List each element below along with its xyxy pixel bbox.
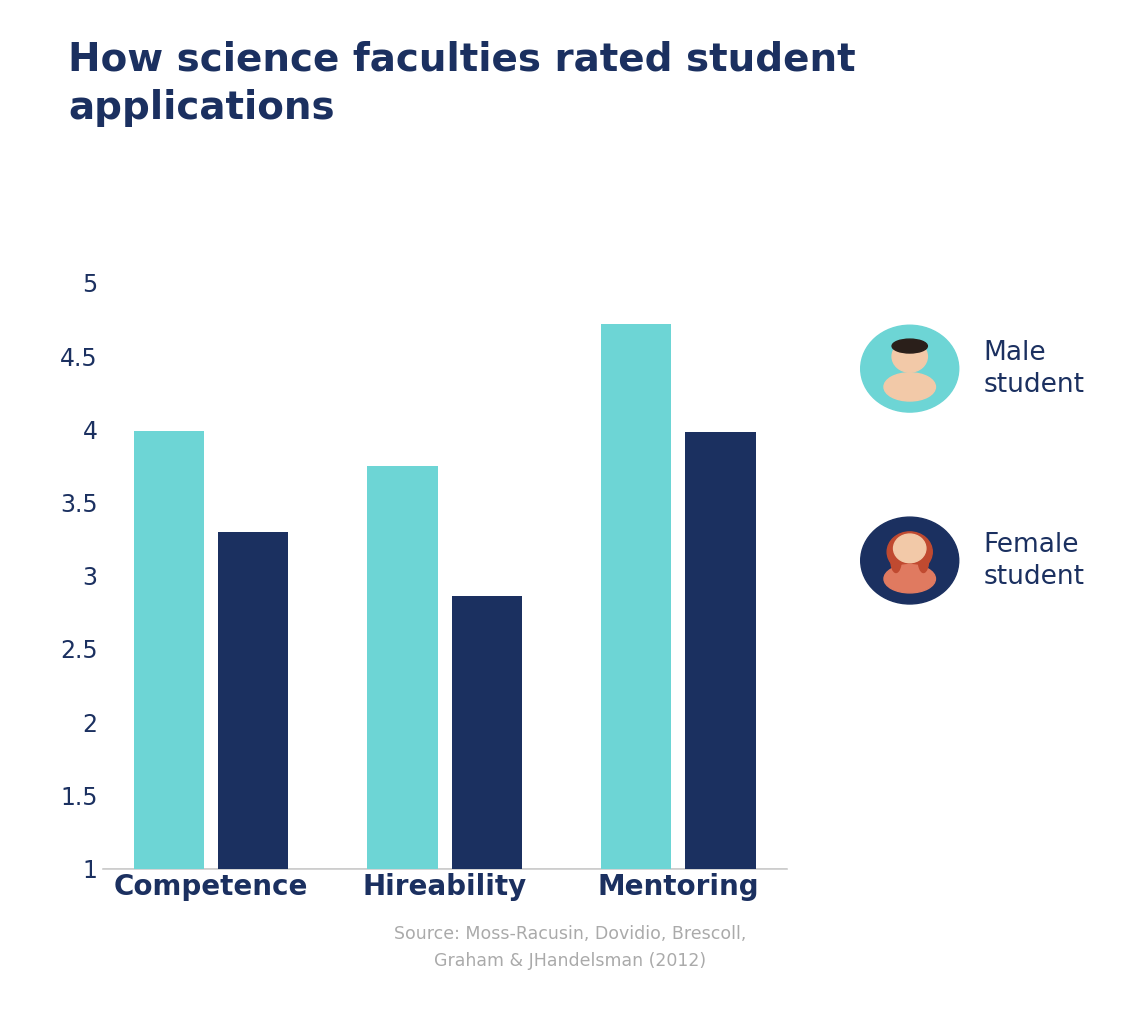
Bar <box>601 324 671 869</box>
Text: Male
student: Male student <box>983 339 1084 398</box>
Text: How science faculties rated student
applications: How science faculties rated student appl… <box>68 40 856 127</box>
Text: Source: Moss-Racusin, Dovidio, Brescoll,
Graham & JHandelsman (2012): Source: Moss-Racusin, Dovidio, Brescoll,… <box>393 925 747 970</box>
Bar <box>367 466 438 869</box>
Bar <box>133 430 204 869</box>
Bar <box>685 432 756 869</box>
Bar <box>451 596 522 869</box>
Text: Female
student: Female student <box>983 531 1084 590</box>
Bar <box>218 532 288 869</box>
